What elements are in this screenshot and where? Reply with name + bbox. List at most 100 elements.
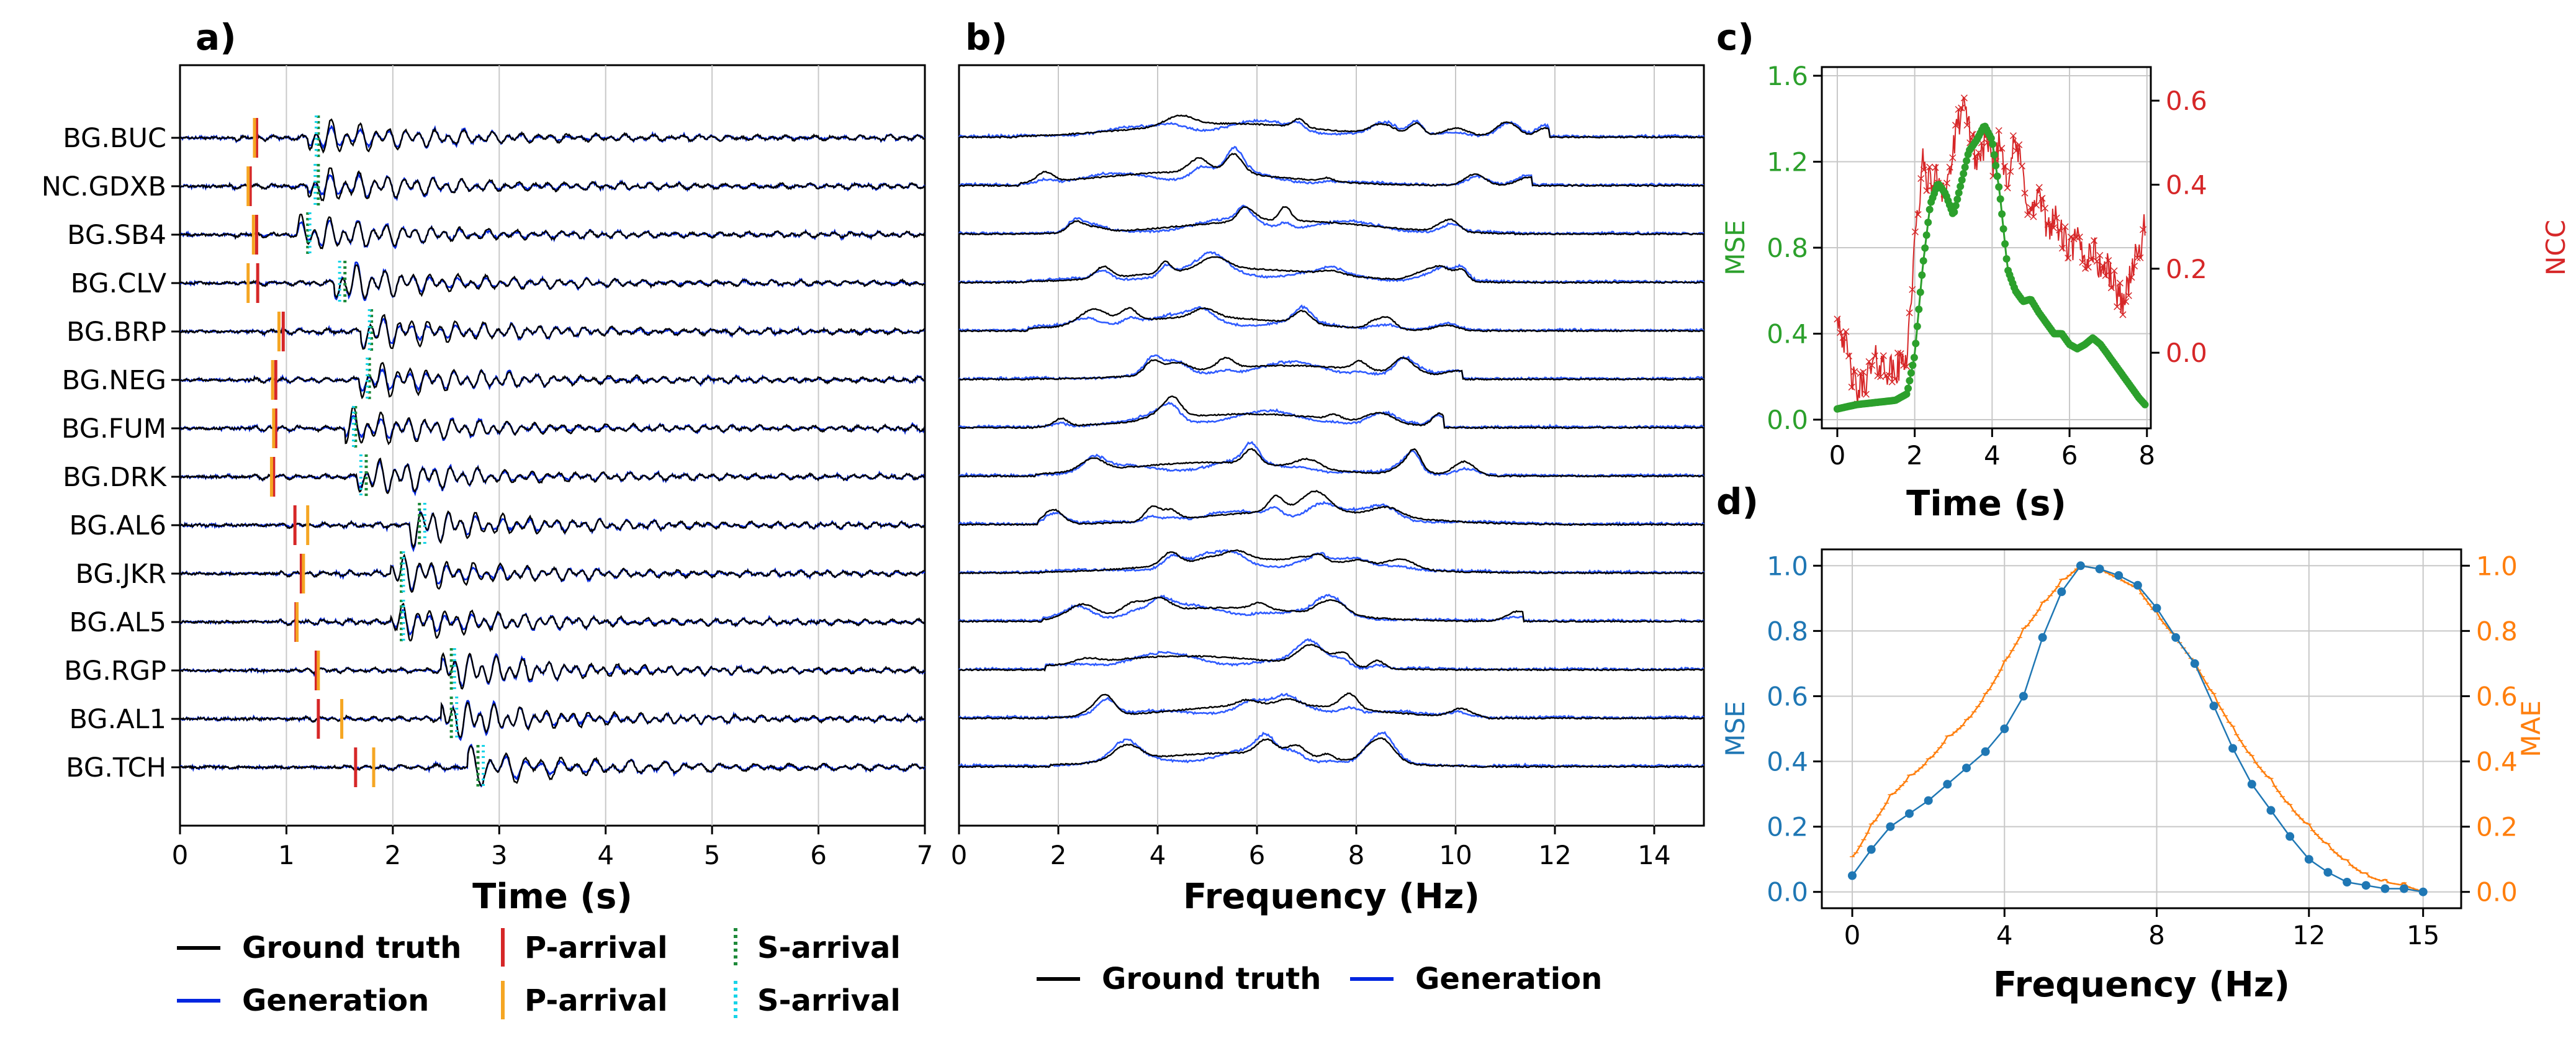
station-label: BG.JKR <box>76 559 167 590</box>
y-tick-label-left: 0.4 <box>1767 319 1808 350</box>
mse-marker <box>2304 855 2313 864</box>
ground-truth-spectrum <box>958 307 1705 333</box>
x-tick-label: 12 <box>2292 920 2325 950</box>
ground-truth-trace <box>179 264 925 300</box>
mse-marker <box>2228 744 2238 753</box>
mse-marker <box>2038 633 2047 642</box>
mse-marker <box>2380 884 2390 893</box>
mse-marker <box>1867 845 1876 854</box>
ground-truth-trace <box>179 602 926 642</box>
ground-truth-spectrum <box>959 256 1704 284</box>
y-tick-label-right: 0.6 <box>2166 86 2207 116</box>
mse-marker <box>2057 587 2066 597</box>
mse-marker <box>1962 764 1971 773</box>
panel-a-waveforms: BG.BUC NC.GDXB BG.SB4 BG.CLV BG.BRP BG.NEG BG.… <box>42 64 934 917</box>
mse-marker <box>1943 780 1952 789</box>
x-tick-label: 6 <box>1249 840 1266 870</box>
ground-truth-spectrum <box>958 114 1705 139</box>
y-tick-label-left: 0.8 <box>1767 233 1808 263</box>
x-tick-label: 5 <box>704 840 721 870</box>
ground-truth-trace <box>179 362 925 400</box>
ground-truth-spectrum <box>958 643 1704 672</box>
mse-marker <box>2247 780 2256 789</box>
mse-marker <box>1905 809 1914 818</box>
panel-b-spectra: 0 2 4 6 8 10 12 14 Frequency (Hz) <box>951 64 1705 917</box>
station-label: BG.SB4 <box>67 220 166 251</box>
panel-b-traces <box>958 114 1705 769</box>
x-tick-label: 0 <box>1844 920 1861 950</box>
x-tick-label: 0 <box>1829 440 1846 471</box>
ground-truth-trace <box>179 510 925 549</box>
generation-spectrum <box>958 692 1705 720</box>
x-tick-label: 4 <box>597 840 614 870</box>
y-tick-label-right: 0.0 <box>2476 877 2518 908</box>
mse-marker <box>2266 806 2276 815</box>
x-tick-label: 2 <box>384 840 401 870</box>
y-tick-label-left: 0.2 <box>1767 812 1808 842</box>
legend-label: P-arrival <box>525 931 668 965</box>
panel-b-xlabel: Frequency (Hz) <box>1183 877 1480 917</box>
panel-d-xlabel: Frequency (Hz) <box>1993 965 2290 1005</box>
mse-marker <box>2286 832 2295 841</box>
mse-marker <box>2076 561 2085 571</box>
x-tick-label: 12 <box>1538 840 1571 870</box>
panel-a-x-ticks: 0 1 2 3 4 5 6 7 <box>172 826 934 870</box>
mse-marker <box>2152 603 2161 613</box>
panel-d-ylabel-right: MAE <box>2516 700 2546 757</box>
panel-c-ylabel-right: NCC <box>2541 220 2571 276</box>
y-tick-label-right: 0.6 <box>2476 681 2518 711</box>
panel-a-frame <box>179 64 926 827</box>
y-tick-label-left: 0.4 <box>1767 747 1808 777</box>
mse-marker <box>2209 701 2218 711</box>
ground-truth-spectrum <box>958 596 1705 623</box>
panel-a-traces <box>179 118 926 788</box>
ground-truth-trace <box>179 214 926 250</box>
panel-b-frame <box>958 64 1705 827</box>
mse-marker <box>1924 796 1933 805</box>
station-label: BG.RGP <box>64 656 166 687</box>
panel-c-chart: 0 2 4 6 8 0.0 0.4 0.8 1.2 1.6 0.0 0.2 0.4 0.6 Time (s… <box>1720 61 2571 524</box>
panel-b-x-ticks: 0 2 4 6 8 10 12 14 <box>951 826 1671 870</box>
generation-spectrum <box>958 593 1705 623</box>
x-tick-label: 6 <box>810 840 827 870</box>
x-tick-label: 7 <box>917 840 934 870</box>
generation-trace <box>179 415 926 441</box>
generation-trace <box>179 510 925 553</box>
station-label: BG.NEG <box>62 365 166 396</box>
mse-marker <box>1886 822 1895 831</box>
generation-spectrum <box>958 638 1705 672</box>
legend-label: Generation <box>1415 962 1602 996</box>
x-tick-label: 3 <box>491 840 508 870</box>
ncc-line <box>1836 96 2146 404</box>
station-label: BG.BUC <box>63 123 166 154</box>
panel-c-letter: c) <box>1716 16 1754 58</box>
y-tick-label-left: 1.0 <box>1767 551 1808 581</box>
mae-line <box>1852 562 2424 891</box>
panel-b-letter: b) <box>965 16 1007 58</box>
x-tick-label: 8 <box>2138 440 2155 471</box>
mse-marker <box>2114 571 2123 580</box>
x-tick-label: 2 <box>1906 440 1923 471</box>
mse-marker <box>2019 692 2028 701</box>
y-tick-label-left: 0.6 <box>1767 681 1808 711</box>
x-tick-label: 8 <box>1348 840 1365 870</box>
x-tick-label: 14 <box>1637 840 1670 870</box>
panel-d-frame <box>1821 548 2462 909</box>
panel-d-chart: 0 4 8 12 15 0.0 0.2 0.4 0.6 0.8 1.0 0.0 0.2 0.4 0.6 0.8… <box>1720 548 2546 1005</box>
ground-truth-trace <box>179 458 925 495</box>
generation-trace <box>179 261 925 301</box>
ground-truth-trace <box>179 405 925 446</box>
mse-marker <box>1981 747 1990 756</box>
x-tick-label: 0 <box>951 840 968 870</box>
mse-marker <box>2095 564 2104 574</box>
station-label: BG.TCH <box>66 752 166 783</box>
ground-truth-spectrum <box>958 448 1705 478</box>
ground-truth-trace <box>179 313 925 350</box>
x-tick-label: 2 <box>1050 840 1067 870</box>
panel-b-grid <box>1058 65 1655 826</box>
ground-truth-trace <box>179 745 925 787</box>
mse-line <box>1837 125 2146 410</box>
mse-marker <box>2190 659 2199 668</box>
panel-a-station-labels: BG.BUC NC.GDXB BG.SB4 BG.CLV BG.BRP BG.NEG BG.… <box>42 123 180 783</box>
